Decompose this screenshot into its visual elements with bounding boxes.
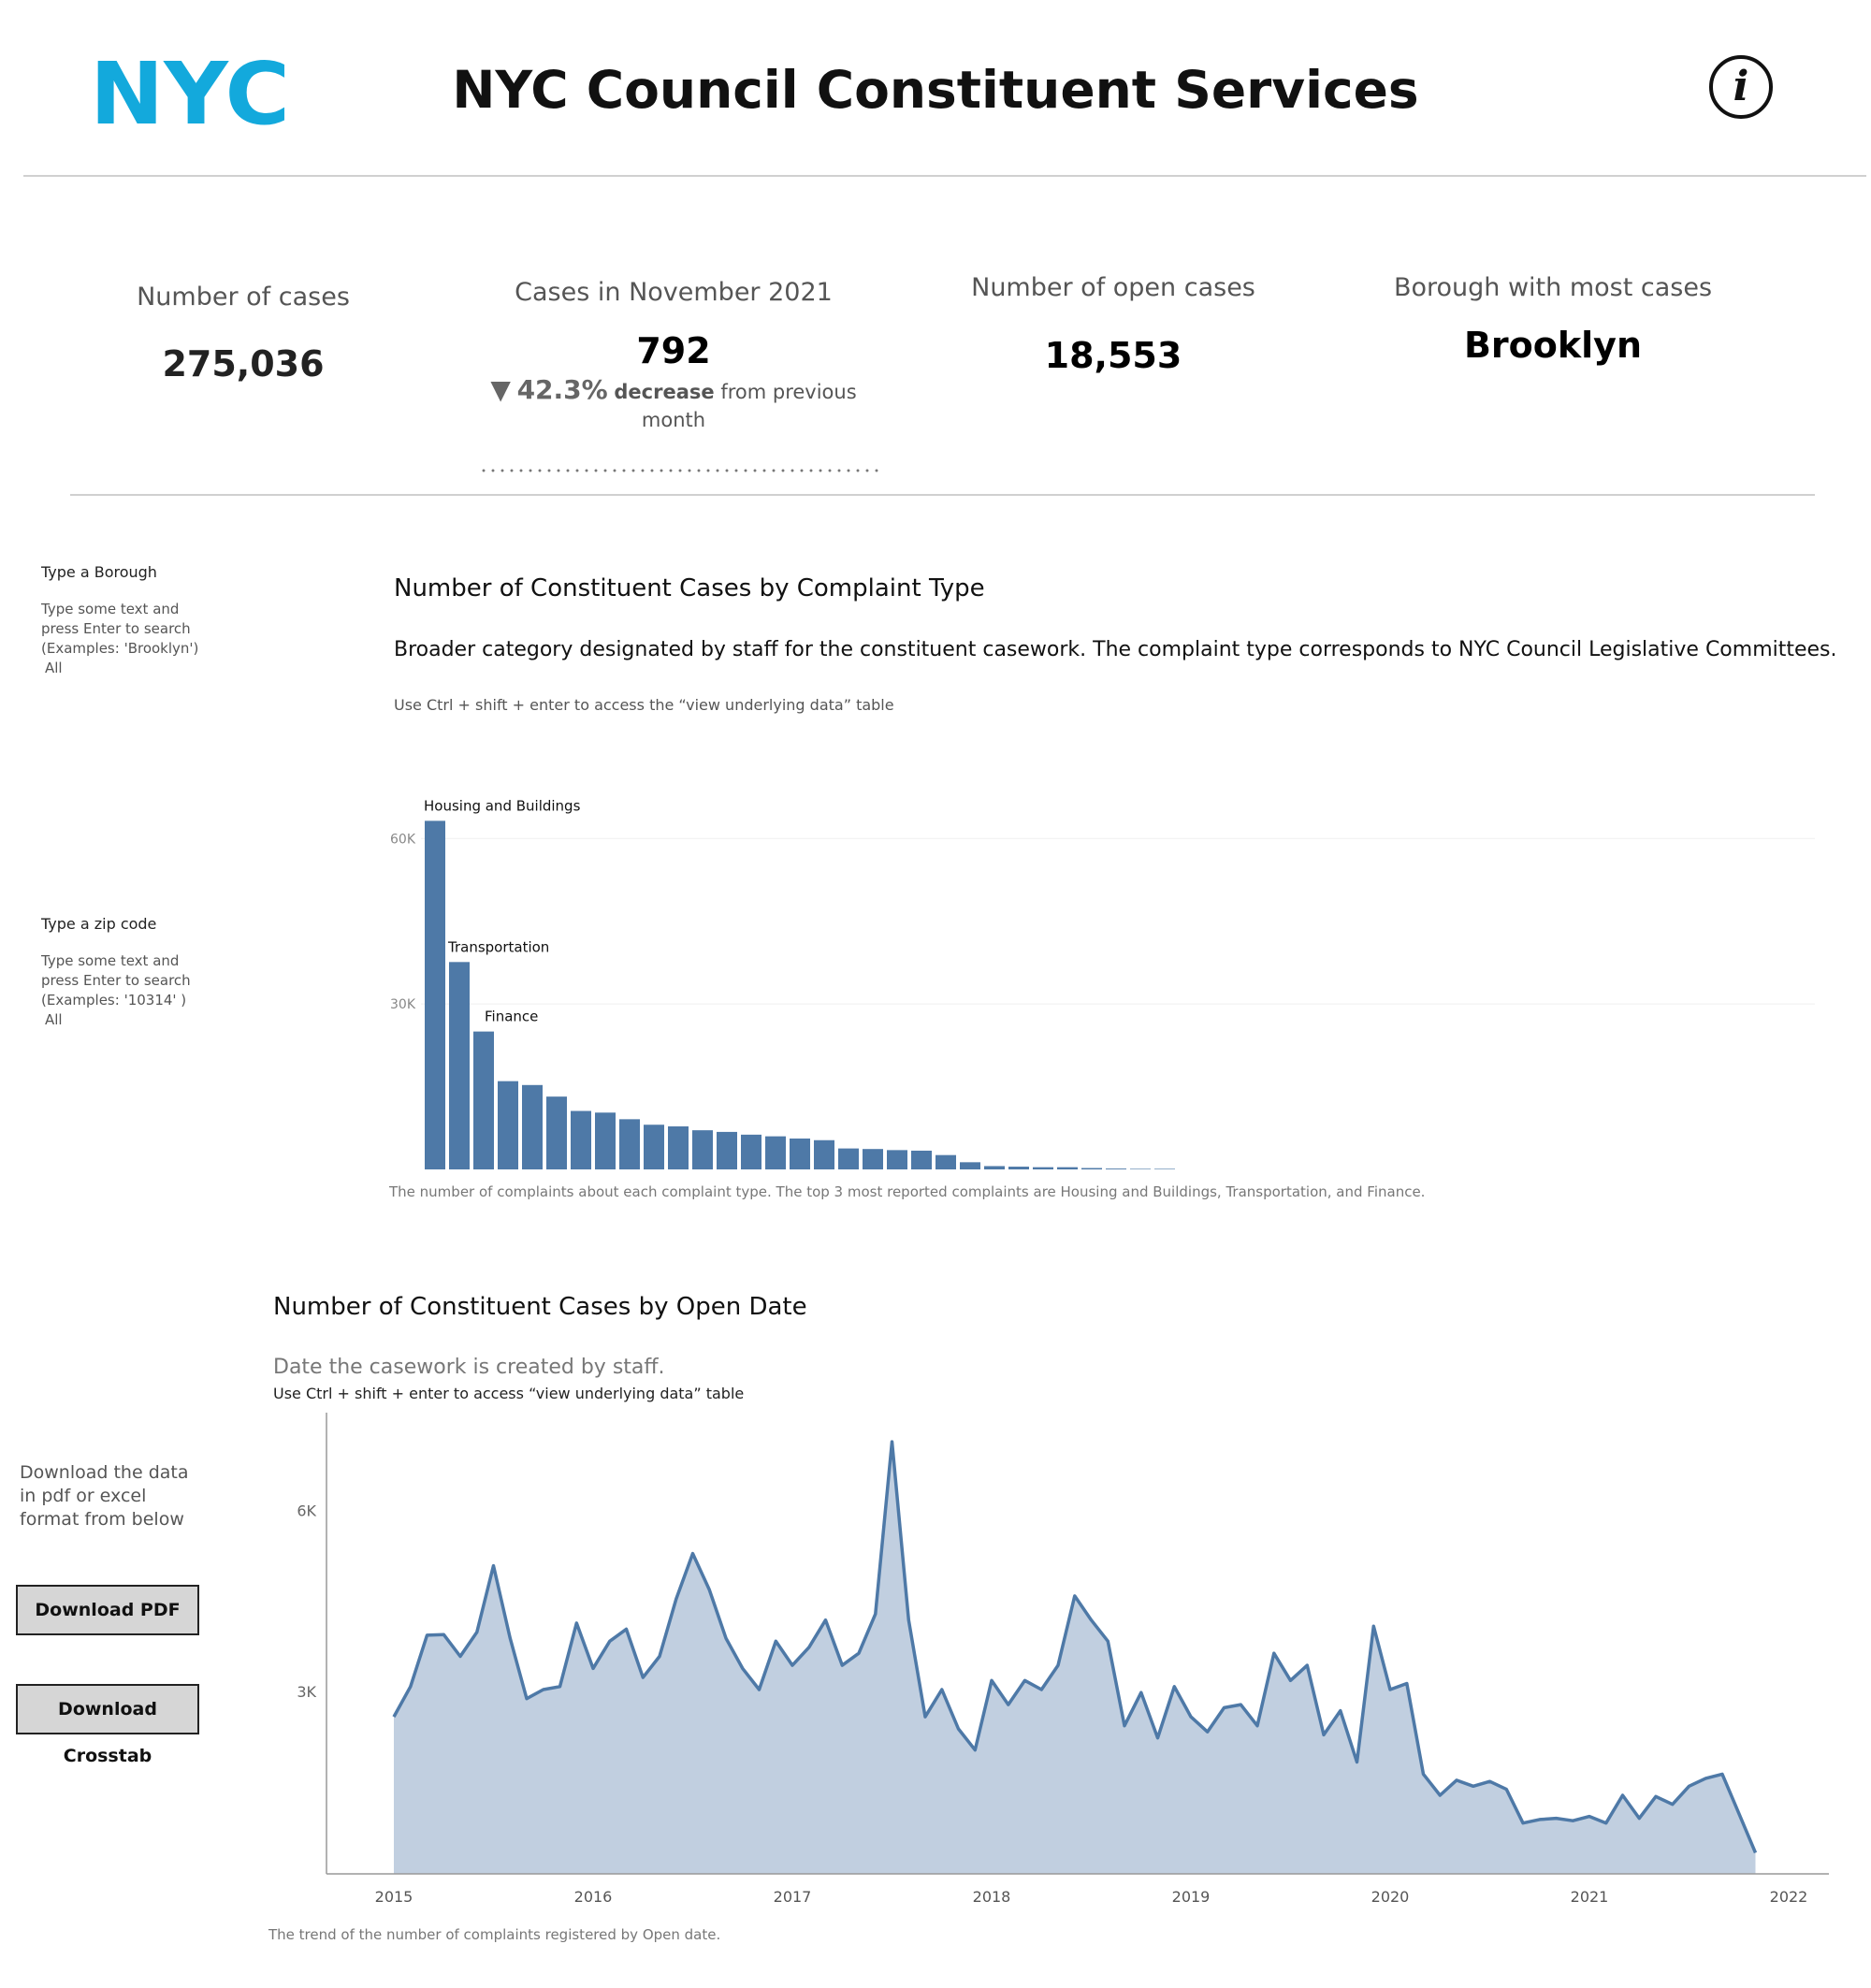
nyc-logo-text: NYC [90, 58, 290, 129]
bar [911, 1150, 932, 1169]
area-x-tick-label: 2022 [1770, 1888, 1808, 1906]
bar [473, 1031, 494, 1169]
bar [644, 1125, 664, 1169]
bar [619, 1119, 640, 1169]
area-y-tick-label: 6K [297, 1502, 316, 1519]
area-x-tick-label: 2016 [574, 1888, 613, 1906]
date-chart-caption: The trend of the number of complaints re… [268, 1926, 721, 1943]
download-crosstab-button[interactable]: Download Crosstab [16, 1684, 199, 1766]
borough-filter-input[interactable]: All [45, 660, 63, 676]
page-title: NYC Council Constituent Services [452, 60, 1419, 120]
zip-filter-title: Type a zip code [41, 915, 157, 933]
zip-filter-help-1: Type some text and [41, 952, 180, 969]
complaint-chart-caption: The number of complaints about each comp… [389, 1183, 1426, 1200]
change-suffix: from previous month [641, 381, 857, 431]
info-glyph: i [1733, 63, 1749, 110]
bar-category-label: Transportation [447, 938, 549, 955]
date-chart-title: Number of Constituent Cases by Open Date [273, 1293, 807, 1321]
borough-filter-help-2: press Enter to search [41, 620, 191, 637]
area-x-tick-label: 2015 [375, 1888, 413, 1906]
kpi-borough-value: Brooklyn [1463, 325, 1643, 366]
bar [1008, 1167, 1029, 1169]
kpi-month-change: ▼ 42.3% decrease from previous month [477, 376, 870, 434]
dotted-divider [479, 468, 881, 473]
download-pdf-button[interactable]: Download PDF [16, 1585, 199, 1635]
borough-filter[interactable]: Type a Borough Type some text and press … [41, 563, 284, 678]
kpi-divider [70, 494, 1815, 496]
kpi-total-value: 275,036 [162, 343, 325, 385]
bar [1154, 1168, 1175, 1169]
kpi-month-label: Cases in November 2021 [515, 278, 833, 307]
area-x-tick-label: 2017 [774, 1888, 812, 1906]
bar [595, 1112, 616, 1169]
nyc-logo-graphic: NYC [90, 44, 290, 144]
date-chart-description: Date the casework is created by staff. [273, 1356, 665, 1379]
area-x-tick-label: 2021 [1571, 1888, 1609, 1906]
date-chart-hint: Use Ctrl + shift + enter to access “view… [273, 1385, 745, 1402]
complaint-chart-hint: Use Ctrl + shift + enter to access the “… [394, 696, 894, 714]
bar [1130, 1168, 1151, 1169]
bar [449, 962, 470, 1169]
area-series-line [392, 1440, 1758, 1854]
bar [960, 1162, 980, 1169]
area-x-tick-label: 2019 [1172, 1888, 1211, 1906]
bar [498, 1081, 518, 1169]
zip-filter-help-3: (Examples: '10314' ) [41, 992, 187, 1009]
bar [1057, 1167, 1078, 1169]
bar [717, 1131, 737, 1169]
bar [936, 1154, 956, 1169]
zip-filter-input[interactable]: All [45, 1011, 63, 1028]
bar-y-tick-label: 60K [390, 832, 416, 847]
open-date-area-chart[interactable]: 3K 6K 2015 2016 2017 2018 2019 2020 2021 2022 [281, 1408, 1852, 1913]
complaint-chart-title: Number of Constituent Cases by Complaint… [394, 574, 985, 602]
bar [1081, 1168, 1102, 1169]
bar [765, 1136, 786, 1169]
zip-filter-help-2: press Enter to search [41, 972, 191, 989]
download-instructions: Download the data in pdf or excel format… [20, 1461, 189, 1531]
change-percent: 42.3% [516, 374, 608, 405]
bar [790, 1138, 810, 1169]
nyc-logo: NYC [86, 44, 294, 144]
complaint-chart-description: Broader category designated by staff for… [394, 638, 1837, 661]
bar [692, 1130, 713, 1169]
kpi-open-value: 18,553 [1044, 335, 1182, 376]
area-x-tick-label: 2020 [1371, 1888, 1410, 1906]
kpi-open-label: Number of open cases [971, 273, 1255, 302]
bar [668, 1126, 689, 1169]
bar [425, 820, 445, 1169]
area-y-tick-label: 3K [297, 1683, 316, 1701]
bar [522, 1084, 543, 1169]
bar-category-label: Finance [485, 1009, 538, 1025]
header-divider [23, 175, 1866, 177]
bar [741, 1134, 761, 1169]
zip-filter[interactable]: Type a zip code Type some text and press… [41, 915, 284, 1030]
complaint-bar-chart[interactable]: 30K 60K Housing and Buildings Transportatio… [374, 739, 1834, 1183]
kpi-total-label: Number of cases [137, 283, 350, 312]
bar [1033, 1167, 1053, 1169]
bar [984, 1166, 1005, 1169]
bar [1106, 1168, 1126, 1169]
change-word: decrease [614, 381, 715, 403]
kpi-borough-label: Borough with most cases [1393, 273, 1713, 302]
download-text-2: in pdf or excel [20, 1486, 147, 1506]
bar [863, 1149, 883, 1169]
borough-filter-title: Type a Borough [41, 563, 157, 581]
bar [814, 1139, 834, 1169]
bar-y-tick-label: 30K [390, 997, 416, 1012]
kpi-month-value: 792 [636, 330, 711, 371]
info-icon[interactable]: i [1709, 55, 1773, 119]
download-text-1: Download the data [20, 1462, 189, 1483]
bar [838, 1148, 859, 1169]
download-text-3: format from below [20, 1509, 184, 1530]
bar [887, 1150, 907, 1169]
area-fill [394, 1442, 1756, 1874]
borough-filter-help-3: (Examples: 'Brooklyn') [41, 640, 199, 657]
borough-filter-help-1: Type some text and [41, 601, 180, 617]
bar [546, 1096, 567, 1169]
area-x-tick-label: 2018 [973, 1888, 1011, 1906]
bar [571, 1110, 591, 1169]
decrease-arrow-icon: ▼ [490, 374, 511, 405]
bar-category-label: Housing and Buildings [424, 797, 581, 814]
